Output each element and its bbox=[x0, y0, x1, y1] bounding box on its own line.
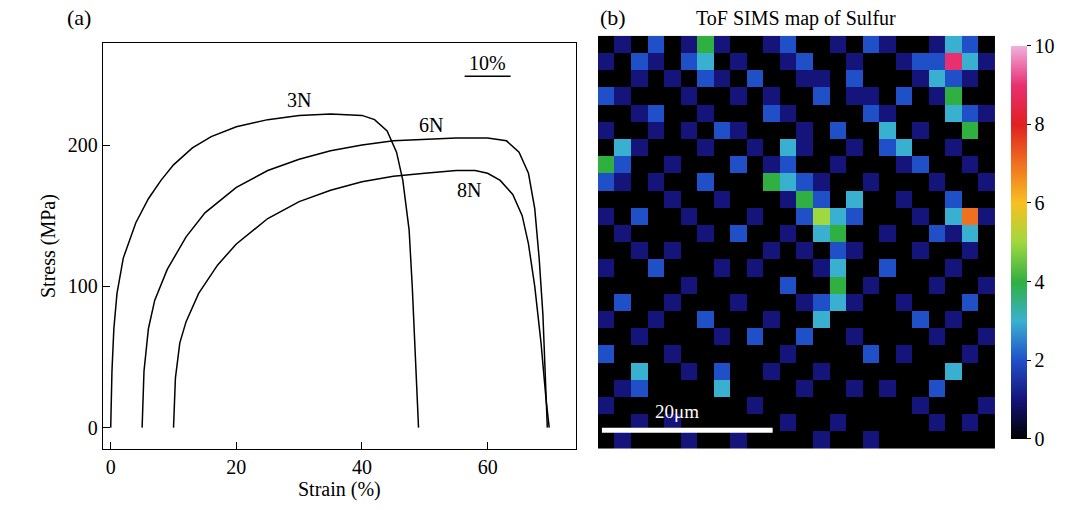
svg-text:100: 100 bbox=[68, 275, 98, 297]
svg-text:200: 200 bbox=[68, 134, 98, 156]
svg-text:0: 0 bbox=[106, 456, 116, 478]
svg-text:0: 0 bbox=[88, 417, 98, 439]
svg-text:60: 60 bbox=[478, 456, 498, 478]
svg-text:ToF SIMS map of Sulfur: ToF SIMS map of Sulfur bbox=[696, 7, 896, 30]
svg-text:3N: 3N bbox=[287, 89, 311, 111]
svg-text:0: 0 bbox=[1035, 428, 1045, 450]
svg-text:6N: 6N bbox=[419, 114, 443, 136]
svg-text:(a): (a) bbox=[67, 5, 91, 30]
svg-text:20: 20 bbox=[226, 456, 246, 478]
svg-text:(b): (b) bbox=[600, 5, 626, 30]
svg-text:40: 40 bbox=[352, 456, 372, 478]
svg-text:10: 10 bbox=[1035, 35, 1055, 57]
svg-text:8: 8 bbox=[1035, 113, 1045, 135]
svg-text:Strain (%): Strain (%) bbox=[298, 478, 381, 501]
svg-text:6: 6 bbox=[1035, 192, 1045, 214]
svg-text:4: 4 bbox=[1035, 271, 1045, 293]
svg-text:20μm: 20μm bbox=[655, 401, 699, 422]
svg-text:2: 2 bbox=[1035, 349, 1045, 371]
svg-text:8N: 8N bbox=[457, 179, 481, 201]
svg-text:10%: 10% bbox=[469, 52, 506, 74]
svg-text:Stress (MPa): Stress (MPa) bbox=[37, 194, 60, 298]
